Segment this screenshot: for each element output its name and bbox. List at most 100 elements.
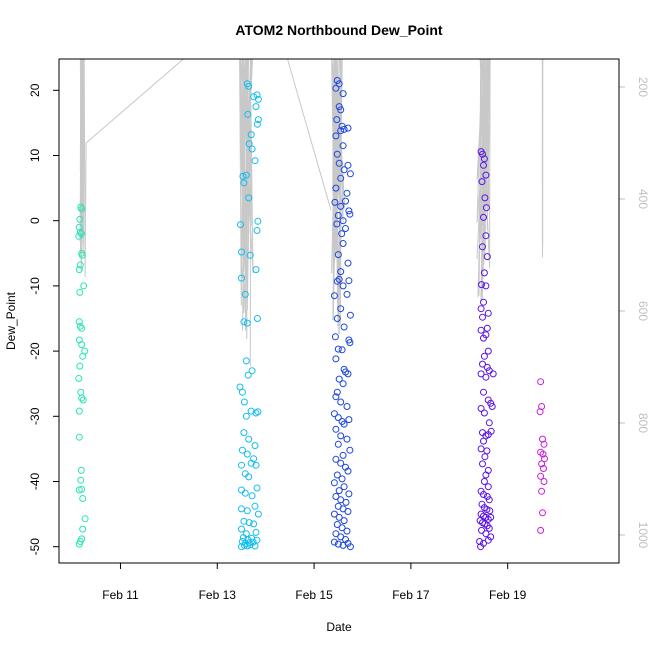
data-point — [344, 259, 352, 267]
data-point — [339, 240, 347, 247]
data-point — [76, 322, 84, 330]
data-point — [335, 103, 343, 111]
x-axis-label: Date — [326, 620, 352, 634]
data-point — [342, 498, 350, 506]
data-point — [335, 159, 343, 167]
data-point — [335, 487, 343, 495]
data-point — [482, 204, 490, 212]
data-point — [243, 450, 251, 458]
data-point — [333, 277, 341, 285]
data-point — [238, 388, 246, 396]
data-point — [238, 461, 245, 469]
data-point — [75, 375, 83, 382]
data-point — [245, 194, 253, 202]
data-point — [334, 212, 342, 219]
x-tick-label: Feb 13 — [199, 588, 237, 602]
data-point — [237, 221, 244, 229]
data-point — [482, 530, 490, 538]
data-point — [485, 524, 493, 532]
data-point — [78, 251, 86, 259]
data-point — [242, 171, 250, 179]
y-tick-label: 10 — [28, 149, 42, 163]
data-point — [241, 290, 249, 298]
data-point — [482, 282, 490, 290]
data-point — [346, 339, 354, 347]
data-point — [75, 266, 83, 274]
data-point — [334, 440, 342, 448]
data-point — [333, 388, 341, 396]
data-point — [77, 466, 85, 474]
data-point — [243, 507, 251, 515]
data-point — [340, 166, 348, 174]
data-point — [346, 170, 354, 178]
data-point — [335, 513, 343, 521]
data-point — [332, 184, 340, 192]
right-tick-label: 1000 — [636, 522, 650, 549]
data-point — [243, 319, 251, 327]
data-point — [476, 538, 484, 545]
data-point — [339, 282, 347, 290]
data-point — [477, 305, 485, 313]
y-tick-label: -20 — [28, 342, 42, 360]
data-point — [346, 311, 354, 319]
data-point — [331, 198, 339, 206]
data-point — [337, 305, 345, 313]
data-point — [250, 520, 258, 528]
plot-frame — [58, 58, 620, 564]
data-point — [253, 315, 261, 322]
data-point — [479, 243, 486, 251]
data-point — [247, 407, 255, 415]
data-point — [75, 433, 83, 441]
data-point — [78, 341, 86, 349]
data-point — [240, 179, 248, 187]
pressure-burst-line — [541, 58, 544, 258]
data-point — [480, 478, 488, 485]
data-point — [244, 110, 252, 118]
data-point — [335, 80, 343, 88]
x-tick-label: Feb 15 — [295, 588, 333, 602]
data-point — [251, 542, 259, 550]
data-point — [480, 334, 487, 342]
y-tick-label: -30 — [28, 407, 42, 425]
data-point — [537, 378, 545, 386]
data-point — [78, 205, 86, 213]
data-point — [79, 396, 87, 404]
data-point — [484, 347, 492, 355]
data-point — [487, 427, 495, 435]
data-point — [537, 526, 545, 534]
x-tick-label: Feb 11 — [102, 588, 139, 602]
data-point — [254, 116, 262, 124]
data-point — [339, 451, 347, 459]
data-point — [538, 460, 546, 468]
data-point — [480, 437, 487, 445]
data-point — [540, 478, 548, 485]
data-point — [75, 318, 83, 326]
data-point — [343, 527, 351, 535]
data-point — [330, 479, 338, 487]
data-point — [252, 461, 260, 469]
data-point — [339, 142, 347, 150]
data-point — [253, 227, 261, 234]
data-point — [76, 215, 84, 223]
data-point — [333, 521, 341, 528]
data-point — [337, 432, 345, 440]
data-point — [536, 408, 544, 416]
pressure-burst-line — [331, 58, 346, 335]
data-point — [346, 543, 354, 551]
y-tick-label: -50 — [28, 538, 42, 556]
data-point — [333, 150, 341, 158]
data-point — [487, 399, 495, 407]
right-tick-label: 600 — [636, 301, 650, 321]
data-point — [482, 232, 490, 240]
data-point — [238, 248, 245, 256]
data-point — [540, 440, 548, 448]
data-point — [332, 493, 340, 500]
data-point — [78, 324, 86, 332]
data-point — [340, 517, 348, 525]
data-point — [480, 409, 488, 417]
data-point — [331, 333, 339, 341]
data-point — [539, 450, 547, 458]
data-point — [337, 106, 345, 114]
data-point — [489, 370, 497, 378]
data-point — [242, 412, 250, 420]
